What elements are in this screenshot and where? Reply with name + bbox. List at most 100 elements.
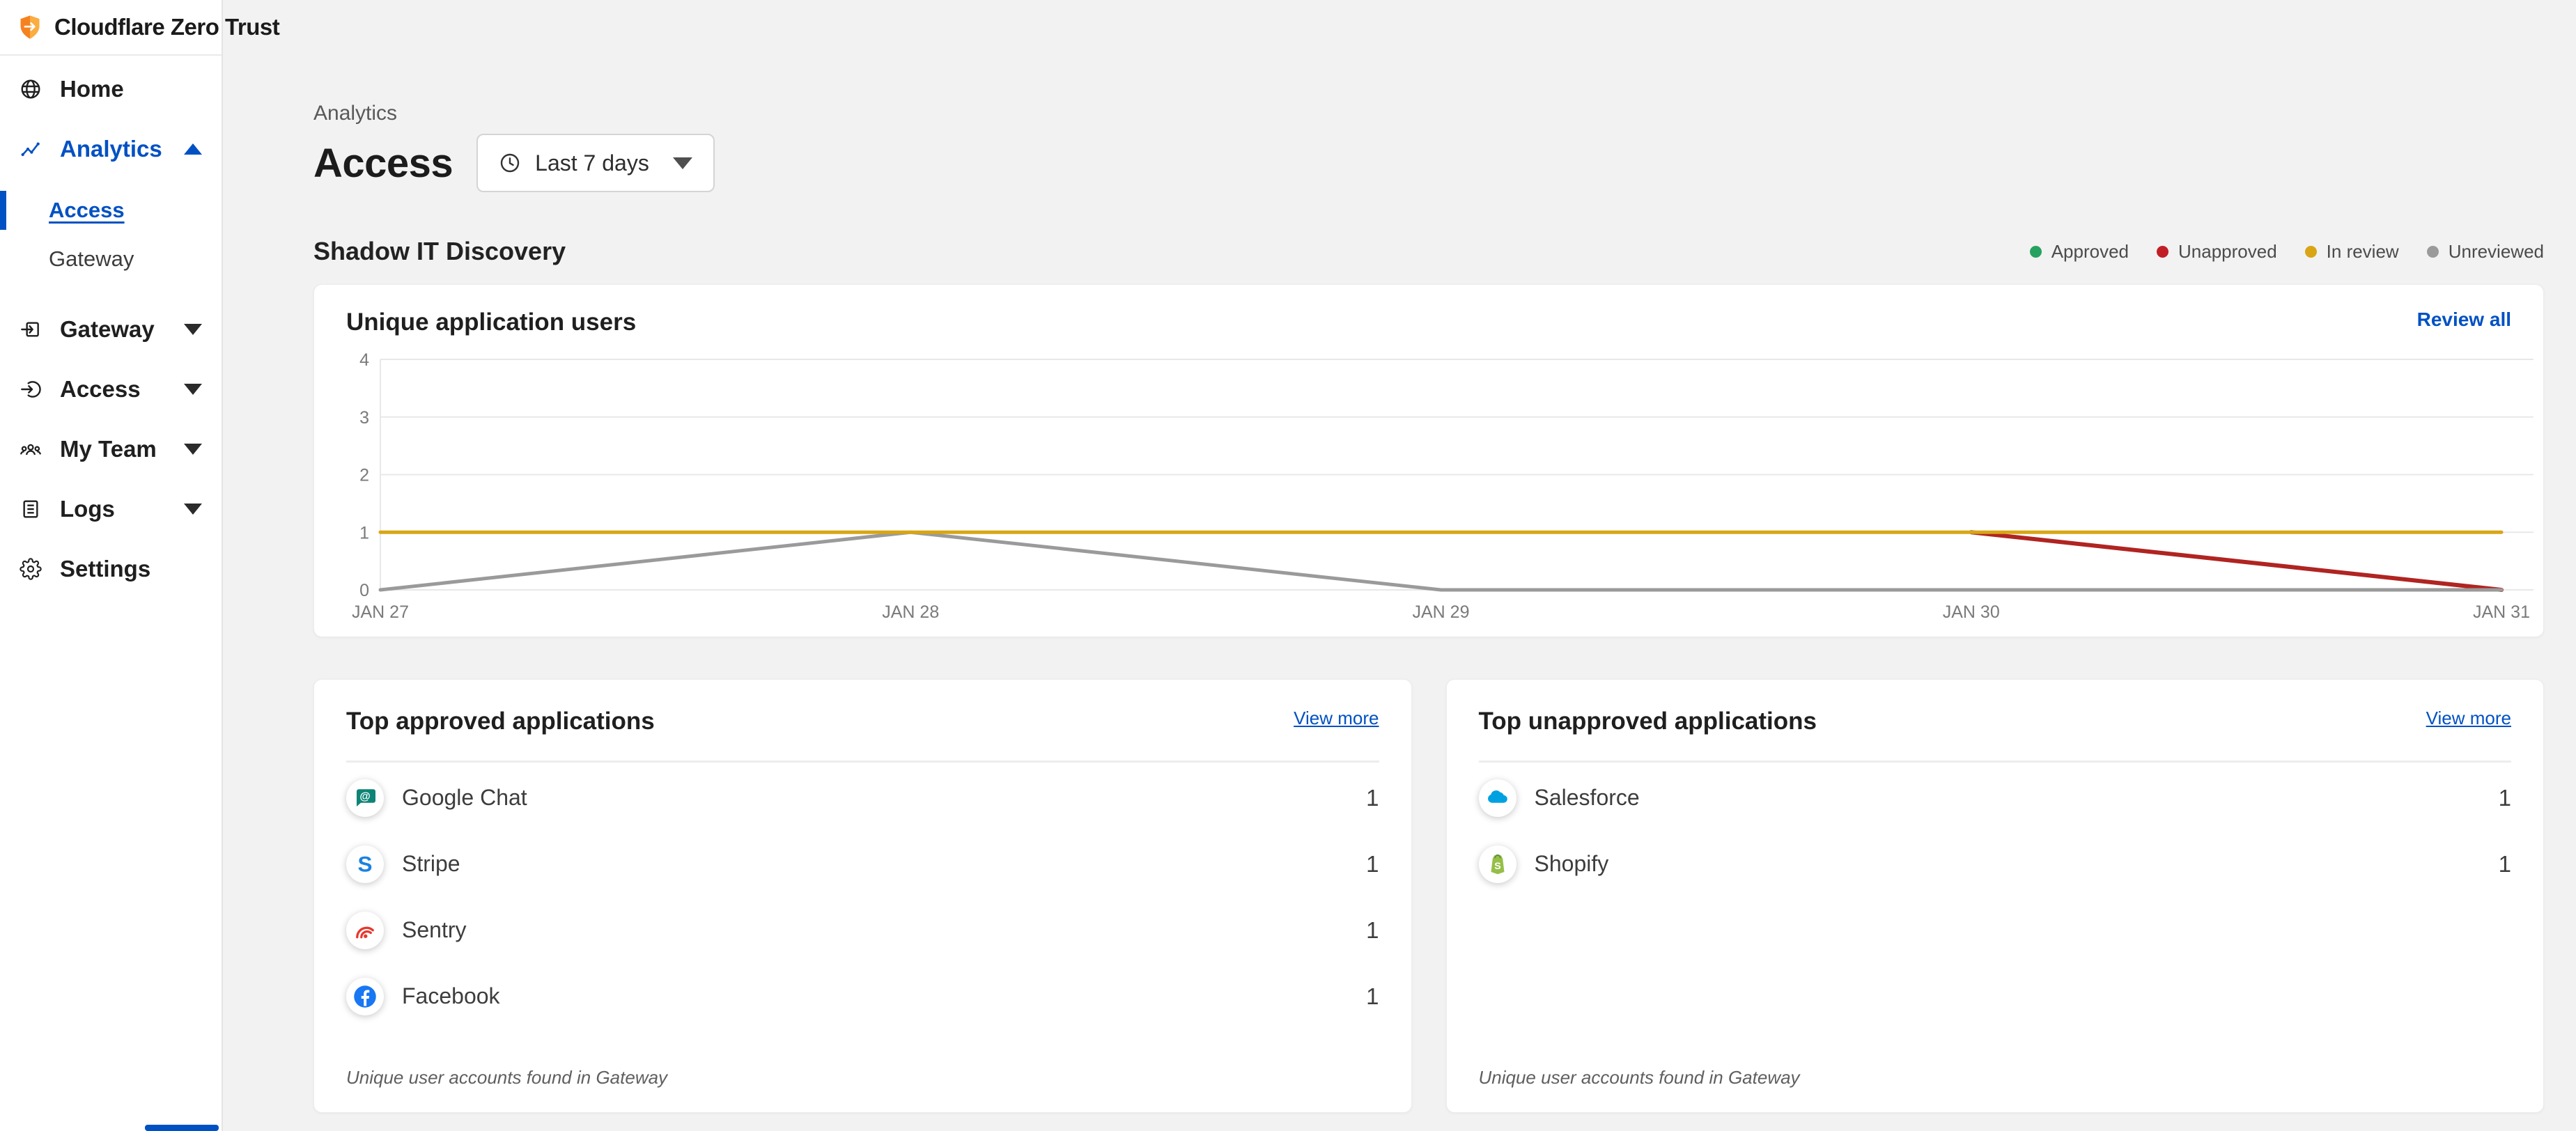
- svg-text:3: 3: [359, 408, 369, 428]
- chart-card-title: Unique application users: [346, 309, 637, 336]
- section-title: Shadow IT Discovery: [313, 237, 566, 265]
- app-row-sentry: Sentry 1: [346, 899, 1379, 961]
- sidebar-subitem-label: Gateway: [49, 247, 134, 271]
- sidebar-item-label: Settings: [60, 556, 151, 582]
- shopify-icon: S: [1491, 854, 1504, 874]
- team-icon: [20, 444, 42, 455]
- sidebar-item-settings[interactable]: Settings: [0, 539, 222, 599]
- sidebar-item-access[interactable]: Access: [0, 359, 222, 419]
- shield-logo-icon: [20, 15, 40, 39]
- svg-text:JAN 30: JAN 30: [1943, 602, 2000, 622]
- sidebar-item-analytics-gateway[interactable]: Gateway: [0, 235, 222, 283]
- globe-icon: [21, 79, 40, 99]
- app-user-count: 1: [1366, 850, 1379, 877]
- legend-item-approved: Approved: [2029, 241, 2129, 263]
- divider: [1478, 760, 2511, 763]
- sidebar-item-logs[interactable]: Logs: [0, 479, 222, 539]
- app-row-salesforce: Salesforce 1: [1478, 767, 2511, 829]
- app-row-shopify: S Shopify 1: [1478, 833, 2511, 895]
- app-row-stripe: S Stripe 1: [346, 833, 1379, 895]
- sidebar-item-analytics[interactable]: Analytics: [0, 119, 222, 179]
- svg-text:0: 0: [359, 581, 369, 600]
- legend-item-unapproved: Unapproved: [2157, 241, 2277, 263]
- logs-icon: [23, 500, 38, 518]
- sidebar-item-label: Access: [60, 376, 141, 402]
- sidebar-nav: Home Analytics Access Gateway: [0, 56, 222, 599]
- sidebar-subitem-label: Access: [49, 198, 125, 222]
- approved-card-title: Top approved applications: [346, 708, 655, 735]
- app-badge: [346, 977, 384, 1015]
- unique-application-users-chart: 0 1 2 3 4 JAN 27 JAN 28 JAN 29 JAN 30 JAN 31: [352, 350, 2534, 622]
- top-approved-applications-card: Top approved applications View more @ Go…: [313, 679, 1412, 1113]
- app-user-count: 1: [1366, 784, 1379, 811]
- svg-text:1: 1: [359, 523, 369, 543]
- sentry-icon: [356, 926, 374, 938]
- sidebar-item-my-team[interactable]: My Team: [0, 419, 222, 479]
- sidebar-item-home[interactable]: Home: [0, 59, 222, 119]
- view-more-approved-link[interactable]: View more: [1294, 708, 1379, 728]
- app-user-count: 1: [1366, 983, 1379, 1009]
- view-more-unapproved-link[interactable]: View more: [2426, 708, 2511, 728]
- svg-text:JAN 31: JAN 31: [2473, 602, 2530, 622]
- app-badge: @: [346, 779, 384, 817]
- sidebar-item-label: Gateway: [60, 316, 155, 342]
- chevron-down-icon: [672, 157, 692, 169]
- app-user-count: 1: [1366, 916, 1379, 943]
- svg-text:S: S: [357, 852, 372, 877]
- svg-text:S: S: [1494, 860, 1501, 871]
- analytics-icon: [21, 142, 40, 157]
- review-all-link[interactable]: Review all: [2416, 309, 2511, 330]
- facebook-icon: [354, 985, 376, 1008]
- page-title: Access: [313, 140, 453, 186]
- chevron-down-icon: [184, 444, 202, 455]
- chevron-up-icon: [184, 143, 202, 155]
- app-user-count: 1: [2498, 850, 2511, 877]
- app-badge: [1478, 779, 1516, 817]
- svg-text:@: @: [359, 790, 370, 802]
- app-badge: S: [1478, 845, 1516, 883]
- app-logo: Cloudflare Zero Trust: [0, 0, 280, 56]
- card-footnote: Unique user accounts found in Gateway: [1478, 1067, 1800, 1088]
- unreviewed-dot-icon: [2426, 245, 2439, 258]
- svg-text:JAN 27: JAN 27: [352, 602, 409, 622]
- sidebar-item-label: Logs: [60, 496, 115, 522]
- svg-text:JAN 28: JAN 28: [882, 602, 939, 622]
- svg-text:JAN 29: JAN 29: [1413, 602, 1470, 622]
- chevron-down-icon: [184, 504, 202, 515]
- in-review-dot-icon: [2304, 245, 2317, 258]
- chevron-down-icon: [184, 324, 202, 335]
- app-row-facebook: Facebook 1: [346, 965, 1379, 1027]
- approved-dot-icon: [2029, 245, 2042, 258]
- analytics-submenu: Access Gateway: [0, 186, 222, 283]
- legend-item-unreviewed: Unreviewed: [2426, 241, 2544, 263]
- scrollbar-thumb[interactable]: [145, 1125, 219, 1131]
- legend-item-in-review: In review: [2304, 241, 2399, 263]
- google-chat-icon: @: [357, 788, 375, 806]
- stripe-icon: S: [357, 852, 372, 877]
- gateway-icon: [21, 322, 39, 337]
- divider: [346, 760, 1379, 763]
- access-icon: [21, 381, 41, 398]
- svg-text:4: 4: [359, 350, 369, 370]
- app-title: Cloudflare Zero Trust: [54, 14, 280, 40]
- app-row-google-chat: @ Google Chat 1: [346, 767, 1379, 829]
- app-badge: [346, 911, 384, 949]
- active-indicator: [0, 191, 6, 230]
- main-content: Analytics Access Last 7 days Shadow IT D…: [223, 0, 2576, 1113]
- sidebar: Cloudflare Zero Trust Home Analytics: [0, 0, 280, 1131]
- salesforce-icon: [1487, 790, 1507, 803]
- card-footnote: Unique user accounts found in Gateway: [346, 1067, 668, 1088]
- sidebar-item-label: My Team: [60, 436, 157, 462]
- sidebar-item-analytics-access[interactable]: Access: [0, 186, 222, 235]
- chevron-down-icon: [184, 384, 202, 395]
- svg-text:2: 2: [359, 466, 369, 485]
- time-range-value: Last 7 days: [535, 150, 649, 176]
- unique-users-chart-card: Unique application users Review all 0 1 2 3…: [313, 284, 2544, 637]
- time-range-dropdown[interactable]: Last 7 days: [476, 134, 715, 192]
- sidebar-item-gateway[interactable]: Gateway: [0, 299, 222, 359]
- breadcrumb: Analytics: [313, 102, 398, 125]
- clock-icon: [500, 153, 520, 173]
- top-unapproved-applications-card: Top unapproved applications View more Sa…: [1445, 679, 2544, 1113]
- sidebar-item-label: Home: [60, 76, 124, 102]
- gear-icon: [20, 558, 42, 580]
